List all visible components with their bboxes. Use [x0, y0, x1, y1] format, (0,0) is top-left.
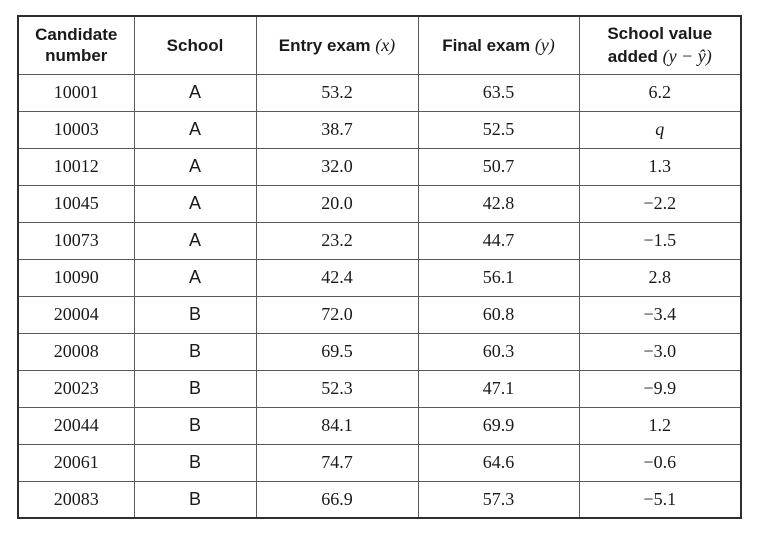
- table-cell: A: [133, 147, 257, 186]
- table-row: 20083 B 66.9 57.3 −5.1: [17, 480, 742, 519]
- col-header-school: School: [133, 15, 257, 75]
- table-row: 20023 B 52.3 47.1 −9.9: [17, 369, 742, 408]
- table-cell: 57.3: [417, 480, 580, 519]
- table-row: 20004 B 72.0 60.8 −3.4: [17, 295, 742, 334]
- table-cell: 20.0: [255, 184, 419, 223]
- header-row: Candidate number School Entry exam (x) F…: [17, 15, 742, 75]
- table-row: 10003 A 38.7 52.5 q: [17, 110, 742, 149]
- table-cell: −2.2: [578, 184, 742, 223]
- table-cell: 56.1: [417, 258, 580, 297]
- table-cell: −1.5: [578, 221, 742, 260]
- table-cell: 74.7: [255, 443, 419, 482]
- table-row: 20044 B 84.1 69.9 1.2: [17, 406, 742, 445]
- table-cell: 52.3: [255, 369, 419, 408]
- table-cell: 69.9: [417, 406, 580, 445]
- table-cell: 66.9: [255, 480, 419, 519]
- table-cell: 42.4: [255, 258, 419, 297]
- table-cell: 20023: [17, 369, 135, 408]
- table-cell: 1.3: [578, 147, 742, 186]
- table-cell: 44.7: [417, 221, 580, 260]
- header-label: Final exam: [442, 36, 531, 55]
- table-cell: 10090: [17, 258, 135, 297]
- table-cell: 10045: [17, 184, 135, 223]
- table-cell: 38.7: [255, 110, 419, 149]
- table-cell: B: [133, 369, 257, 408]
- value-added-table: Candidate number School Entry exam (x) F…: [17, 15, 742, 519]
- table-row: 10073 A 23.2 44.7 −1.5: [17, 221, 742, 260]
- table-cell: 63.5: [417, 73, 580, 112]
- table-cell: A: [133, 73, 257, 112]
- table-row: 10001 A 53.2 63.5 6.2: [17, 73, 742, 112]
- table-cell: 64.6: [417, 443, 580, 482]
- table-row: 10090 A 42.4 56.1 2.8: [17, 258, 742, 297]
- table-cell: 53.2: [255, 73, 419, 112]
- table-cell: A: [133, 110, 257, 149]
- header-label: School: [166, 35, 224, 55]
- table-cell: 32.0: [255, 147, 419, 186]
- table-cell: B: [133, 295, 257, 334]
- table-cell: 23.2: [255, 221, 419, 260]
- table-cell: A: [133, 184, 257, 223]
- table-cell: B: [133, 332, 257, 371]
- table-row: 20061 B 74.7 64.6 −0.6: [17, 443, 742, 482]
- table-cell: B: [133, 406, 257, 445]
- table-cell: 20004: [17, 295, 135, 334]
- table-cell: 52.5: [417, 110, 580, 149]
- table-cell: −0.6: [578, 443, 742, 482]
- table-cell: −3.0: [578, 332, 742, 371]
- table-cell: −3.4: [578, 295, 742, 334]
- col-header-school-value-added: School value added (y − ŷ): [578, 15, 742, 75]
- table-cell: 20044: [17, 406, 135, 445]
- table-cell: 6.2: [578, 73, 742, 112]
- table-cell: 50.7: [417, 147, 580, 186]
- header-math-x: (x): [375, 35, 396, 55]
- header-label: Candidate number: [35, 25, 118, 66]
- table-cell: 47.1: [417, 369, 580, 408]
- table-cell: 1.2: [578, 406, 742, 445]
- table-cell: 60.8: [417, 295, 580, 334]
- table-cell: q: [578, 110, 742, 149]
- table-cell: 20008: [17, 332, 135, 371]
- header-math-y: (y): [534, 35, 555, 55]
- table-cell: B: [133, 443, 257, 482]
- table-cell: 10073: [17, 221, 135, 260]
- table-cell: −9.9: [578, 369, 742, 408]
- table-cell: 10003: [17, 110, 135, 149]
- col-header-entry-exam: Entry exam (x): [255, 15, 419, 75]
- table-row: 20008 B 69.5 60.3 −3.0: [17, 332, 742, 371]
- table-cell: 10001: [17, 73, 135, 112]
- table-cell: 84.1: [255, 406, 419, 445]
- table-row: 10012 A 32.0 50.7 1.3: [17, 147, 742, 186]
- header-label: School value added: [607, 24, 713, 66]
- table-cell: A: [133, 221, 257, 260]
- header-label: Entry exam: [278, 36, 371, 55]
- table-cell: 72.0: [255, 295, 419, 334]
- table-header: Candidate number School Entry exam (x) F…: [17, 15, 742, 75]
- table-cell: 20061: [17, 443, 135, 482]
- table-cell: 42.8: [417, 184, 580, 223]
- table-cell: A: [133, 258, 257, 297]
- table-row: 10045 A 20.0 42.8 −2.2: [17, 184, 742, 223]
- table-body: 10001 A 53.2 63.5 6.2 10003 A 38.7 52.5 q 10012 A 32…: [17, 73, 742, 519]
- header-math-residual: (y − ŷ): [662, 45, 712, 66]
- col-header-final-exam: Final exam (y): [417, 15, 580, 75]
- table-cell: 60.3: [417, 332, 580, 371]
- table-cell: 20083: [17, 480, 135, 519]
- table-cell: 10012: [17, 147, 135, 186]
- col-header-candidate-number: Candidate number: [17, 15, 135, 75]
- table-cell: 69.5: [255, 332, 419, 371]
- table-cell: B: [133, 480, 257, 519]
- table-cell: −5.1: [578, 480, 742, 519]
- table-cell: 2.8: [578, 258, 742, 297]
